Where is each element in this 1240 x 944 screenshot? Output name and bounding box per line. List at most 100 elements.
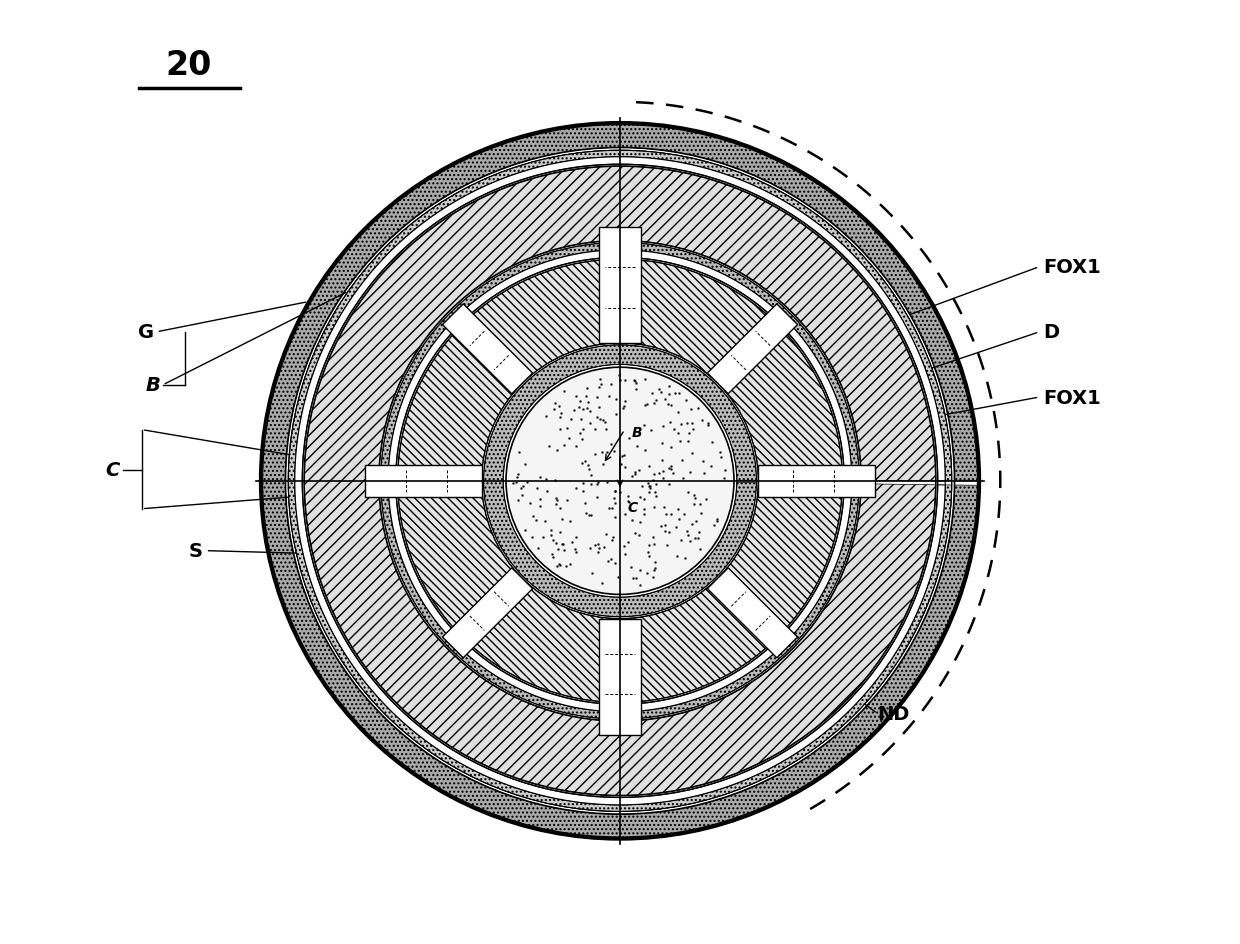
- Point: [672, 453, 692, 468]
- Point: [639, 476, 658, 491]
- Point: [712, 450, 732, 465]
- Point: [547, 443, 567, 458]
- Point: [552, 406, 572, 421]
- Point: [520, 497, 539, 512]
- Point: [556, 559, 575, 574]
- Point: [683, 422, 703, 437]
- Point: [593, 445, 613, 460]
- Point: [642, 473, 662, 488]
- Point: [588, 545, 608, 560]
- Point: [596, 445, 616, 460]
- Point: [614, 399, 634, 414]
- Point: [511, 480, 531, 496]
- Text: D: D: [1043, 323, 1059, 342]
- Point: [533, 531, 553, 546]
- Point: [635, 372, 655, 387]
- Point: [543, 547, 563, 562]
- Text: C: C: [105, 461, 120, 480]
- Point: [655, 393, 675, 408]
- Point: [627, 440, 647, 455]
- Point: [626, 376, 646, 391]
- Point: [548, 542, 568, 557]
- Point: [528, 541, 548, 556]
- Point: [573, 422, 593, 437]
- Point: [639, 545, 658, 560]
- Point: [512, 488, 532, 503]
- Point: [567, 389, 587, 404]
- Point: [639, 484, 658, 499]
- Point: [507, 470, 527, 485]
- Point: [589, 380, 609, 396]
- Polygon shape: [707, 568, 797, 658]
- Point: [609, 368, 629, 383]
- Point: [645, 537, 665, 552]
- Point: [567, 545, 587, 560]
- Point: [625, 464, 645, 480]
- Point: [567, 480, 587, 496]
- Point: [655, 524, 675, 539]
- Point: [560, 514, 580, 529]
- Point: [600, 500, 620, 515]
- Point: [605, 496, 625, 511]
- Point: [692, 413, 712, 429]
- Point: [613, 448, 632, 464]
- Point: [537, 484, 557, 499]
- Point: [619, 488, 639, 503]
- Point: [508, 467, 528, 482]
- Point: [522, 531, 542, 546]
- Text: FOX1: FOX1: [1043, 388, 1101, 407]
- Point: [531, 492, 551, 507]
- Point: [596, 422, 616, 437]
- Polygon shape: [484, 346, 756, 617]
- Point: [661, 462, 681, 477]
- Point: [661, 440, 681, 455]
- Point: [610, 485, 630, 500]
- Point: [539, 439, 559, 454]
- Point: [587, 490, 606, 505]
- Point: [653, 499, 673, 514]
- Point: [645, 554, 665, 569]
- Point: [620, 430, 640, 446]
- Point: [630, 514, 650, 530]
- Point: [547, 559, 567, 574]
- Point: [666, 520, 686, 535]
- Point: [629, 463, 649, 478]
- Point: [686, 531, 706, 547]
- Point: [646, 489, 666, 504]
- Text: ND: ND: [878, 704, 910, 723]
- Point: [635, 507, 655, 522]
- Polygon shape: [443, 305, 533, 395]
- Point: [589, 413, 609, 428]
- Point: [714, 470, 734, 485]
- Point: [589, 400, 609, 415]
- Point: [709, 445, 729, 460]
- Point: [554, 438, 574, 453]
- Point: [642, 569, 662, 584]
- Point: [677, 415, 697, 430]
- Point: [510, 446, 529, 461]
- Point: [677, 393, 697, 408]
- Point: [603, 533, 622, 548]
- Point: [652, 452, 672, 467]
- Point: [585, 447, 605, 462]
- Point: [634, 492, 653, 507]
- Point: [620, 495, 640, 510]
- Point: [604, 491, 624, 506]
- Point: [661, 459, 681, 474]
- Point: [626, 571, 646, 586]
- Point: [608, 569, 627, 584]
- Point: [588, 410, 608, 425]
- Point: [704, 518, 724, 533]
- Point: [593, 576, 613, 591]
- Point: [546, 491, 565, 506]
- Point: [531, 498, 551, 514]
- Point: [531, 470, 551, 485]
- Point: [625, 466, 645, 481]
- Point: [640, 480, 660, 495]
- Point: [560, 556, 580, 571]
- Point: [673, 471, 693, 486]
- Point: [660, 525, 680, 540]
- Polygon shape: [599, 619, 641, 735]
- Point: [625, 526, 645, 541]
- Point: [691, 542, 711, 557]
